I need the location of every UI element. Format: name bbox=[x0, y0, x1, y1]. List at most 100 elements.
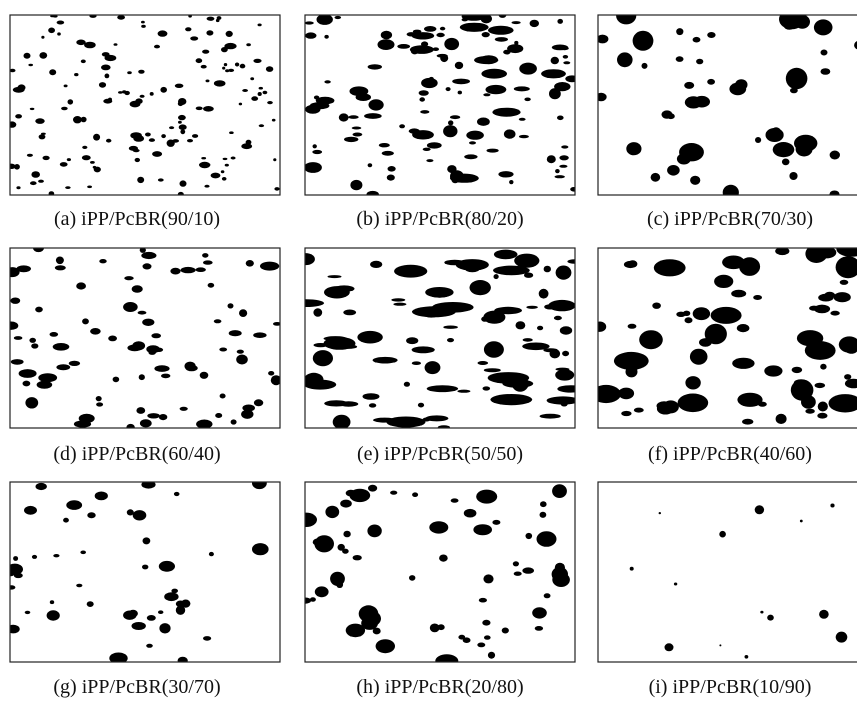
micrograph bbox=[10, 15, 280, 195]
particle bbox=[817, 401, 828, 412]
particle bbox=[513, 86, 530, 92]
particle bbox=[524, 272, 534, 278]
particle bbox=[98, 82, 107, 88]
particle bbox=[598, 34, 609, 44]
micrograph-bg bbox=[10, 248, 280, 428]
particle bbox=[393, 302, 407, 306]
particle bbox=[177, 656, 188, 662]
particle bbox=[425, 415, 449, 422]
particle bbox=[543, 593, 551, 599]
particle bbox=[141, 20, 145, 24]
particle bbox=[99, 259, 107, 264]
particle bbox=[731, 289, 747, 298]
particle bbox=[484, 635, 491, 640]
particle bbox=[56, 364, 71, 371]
particle bbox=[736, 324, 750, 333]
particle bbox=[352, 555, 362, 561]
particle bbox=[482, 619, 491, 626]
particle bbox=[251, 543, 269, 556]
particle bbox=[390, 490, 398, 495]
particle bbox=[370, 260, 383, 268]
particle bbox=[204, 184, 210, 188]
particle bbox=[512, 561, 520, 567]
particle bbox=[159, 623, 171, 634]
particle bbox=[440, 54, 449, 63]
particle bbox=[722, 255, 745, 270]
particle bbox=[350, 179, 363, 191]
particle bbox=[397, 44, 411, 49]
particle bbox=[228, 330, 242, 337]
particle bbox=[12, 86, 25, 93]
particle bbox=[236, 354, 248, 365]
particle bbox=[704, 323, 727, 345]
particle bbox=[229, 131, 234, 134]
particle bbox=[188, 15, 192, 18]
particle bbox=[522, 338, 533, 342]
particle bbox=[10, 321, 19, 330]
particle bbox=[526, 305, 538, 309]
particle bbox=[458, 634, 466, 640]
particle bbox=[598, 92, 607, 102]
particle bbox=[544, 304, 556, 310]
particle bbox=[429, 521, 449, 534]
particle bbox=[53, 554, 60, 558]
particle bbox=[257, 92, 262, 96]
particle bbox=[539, 511, 547, 518]
particle bbox=[324, 80, 331, 84]
particle bbox=[525, 532, 533, 540]
particle bbox=[598, 321, 607, 332]
particle bbox=[87, 512, 96, 519]
particle bbox=[461, 15, 486, 21]
particle bbox=[141, 24, 146, 28]
particle bbox=[418, 90, 429, 96]
particle bbox=[690, 175, 701, 185]
particle bbox=[185, 27, 192, 32]
particle bbox=[305, 512, 317, 527]
particle bbox=[352, 132, 363, 137]
particle bbox=[132, 341, 146, 351]
particle bbox=[137, 310, 147, 315]
particle bbox=[820, 363, 827, 370]
particle bbox=[158, 610, 164, 614]
particle bbox=[518, 117, 526, 121]
particle bbox=[170, 267, 181, 275]
particle bbox=[325, 505, 340, 519]
particle bbox=[498, 171, 514, 178]
particle bbox=[206, 16, 215, 21]
particle bbox=[633, 407, 644, 413]
particle bbox=[258, 86, 263, 90]
particle bbox=[84, 41, 96, 49]
particle bbox=[367, 524, 382, 538]
particle bbox=[142, 537, 151, 545]
particle bbox=[368, 484, 378, 492]
particle bbox=[362, 393, 380, 400]
panel-border bbox=[9, 14, 281, 196]
particle bbox=[36, 380, 53, 389]
particle bbox=[122, 90, 127, 94]
particle bbox=[719, 644, 722, 647]
particle bbox=[386, 416, 426, 428]
particle bbox=[41, 35, 45, 39]
particle bbox=[536, 531, 557, 547]
particle bbox=[136, 407, 146, 414]
particle bbox=[195, 267, 206, 273]
particle bbox=[598, 384, 621, 404]
particle bbox=[13, 336, 23, 340]
particle bbox=[24, 505, 37, 515]
particle bbox=[501, 627, 509, 634]
particle bbox=[28, 63, 33, 67]
particle bbox=[161, 373, 171, 379]
particle bbox=[161, 134, 166, 139]
particle bbox=[314, 535, 335, 553]
particle bbox=[417, 402, 425, 408]
particle bbox=[242, 89, 249, 92]
particle bbox=[473, 524, 493, 536]
particle bbox=[443, 125, 458, 138]
particle bbox=[522, 342, 550, 351]
particle bbox=[408, 128, 420, 134]
particle bbox=[838, 336, 857, 353]
particle bbox=[253, 58, 262, 64]
panel-caption: (d) iPP/PcBR(60/40) bbox=[53, 443, 220, 465]
particle bbox=[203, 260, 213, 265]
